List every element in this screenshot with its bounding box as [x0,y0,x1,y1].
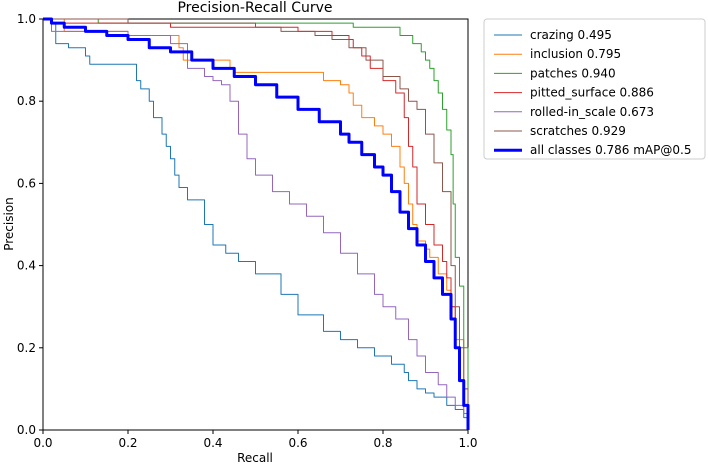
legend-label: pitted_surface 0.886 [530,86,654,100]
y-tick-label: 1.0 [17,12,36,26]
legend-label: patches 0.940 [530,66,616,80]
y-axis-title: Precision [2,197,16,251]
legend-label: scratches 0.929 [530,124,626,138]
x-axis-title: Recall [237,451,273,465]
y-tick-label: 0.4 [17,259,36,273]
legend: crazing 0.495 inclusion 0.795 patches 0.94… [483,18,706,160]
series-line-scratches [43,18,469,430]
series-line-all [43,17,470,430]
legend-label: all classes 0.786 mAP@0.5 [530,143,691,157]
series-line-inclusion [43,18,469,430]
x-tick-label: 0.8 [373,436,392,450]
y-axis-ticks: 0.0 0.2 0.4 0.6 0.8 1.0 [17,12,43,437]
legend-label: crazing 0.495 [530,28,612,42]
x-tick-label: 0.2 [118,436,137,450]
y-tick-label: 0.6 [17,176,36,190]
plot-frame [42,18,469,431]
series-line-crazing [43,18,469,430]
y-tick-label: 0.2 [17,341,36,355]
y-tick-label: 0.8 [17,94,36,108]
series-line-rolled-in-scale [43,18,469,430]
legend-label: inclusion 0.795 [530,47,621,61]
series-line-patches [43,18,469,430]
x-tick-label: 0.6 [288,436,307,450]
x-tick-label: 0.4 [203,436,222,450]
chart-title: Precision-Recall Curve [177,0,332,16]
x-tick-label: 1.0 [458,436,477,450]
x-tick-label: 0.0 [33,436,52,450]
y-tick-label: 0.0 [17,423,36,437]
legend-items: crazing 0.495 inclusion 0.795 patches 0.94… [494,28,691,157]
series-layer [43,17,470,430]
legend-box [483,18,706,160]
x-axis-ticks: 0.0 0.2 0.4 0.6 0.8 1.0 [33,430,478,450]
legend-label: rolled-in_scale 0.673 [530,105,654,119]
